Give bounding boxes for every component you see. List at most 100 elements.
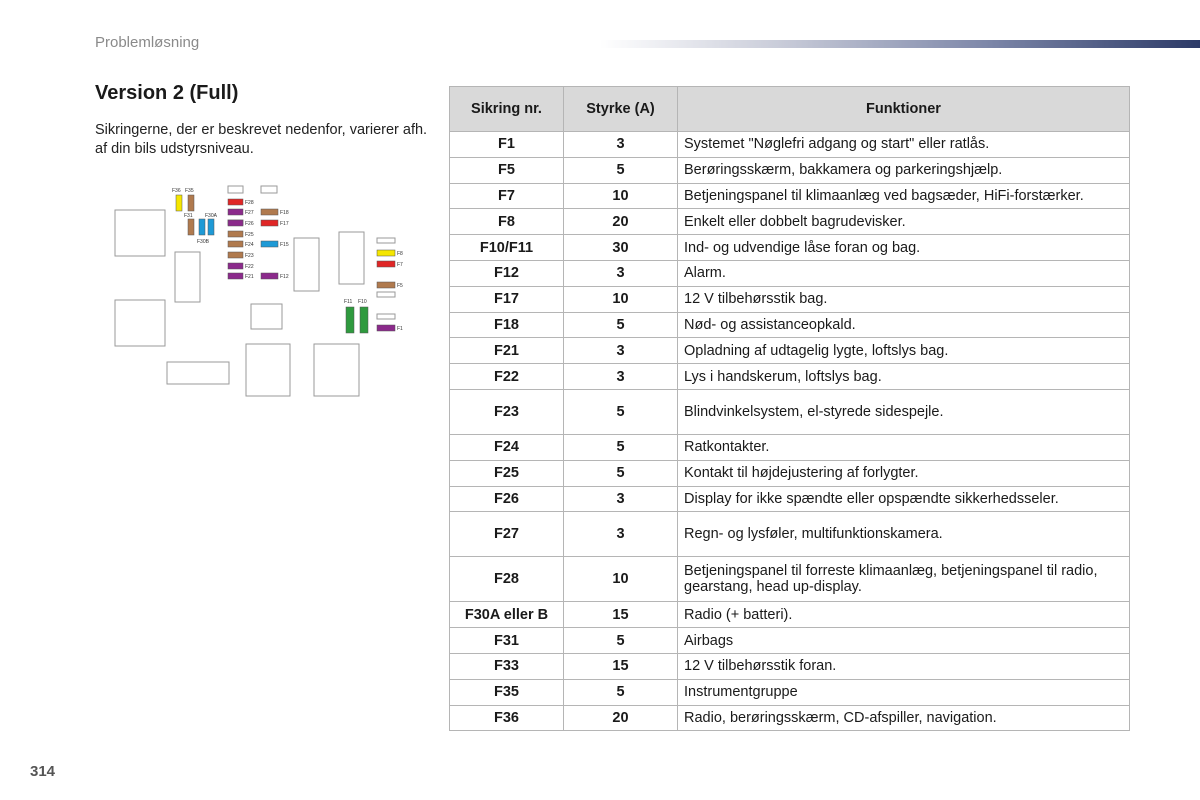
cell-function: 12 V tilbehørsstik foran.	[677, 652, 1130, 680]
cell-rating: 5	[563, 459, 678, 487]
label-f36: F36	[172, 188, 181, 194]
fuse-f17	[260, 219, 279, 227]
fuse-table: Sikring nr. Styrke (A) Funktioner F1 3 Sys…	[449, 86, 1130, 732]
table-row: F5 5 Berøringsskærm, bakkamera og parkerin…	[449, 156, 1130, 184]
header-gradient-bar	[600, 40, 1200, 48]
cell-rating: 5	[563, 627, 678, 654]
header-rating: Styrke (A)	[563, 86, 678, 132]
cell-function: Ratkontakter.	[677, 433, 1130, 461]
cell-rating: 10	[563, 556, 678, 603]
label-f28: F28	[245, 200, 254, 206]
cell-function: Radio, berøringsskærm, CD-afspiller, nav…	[677, 704, 1130, 732]
section-heading: Version 2 (Full)	[95, 82, 239, 104]
fuse-f11	[345, 306, 355, 334]
cell-rating: 3	[563, 131, 678, 158]
cell-fuse-id: F36	[449, 704, 564, 732]
cell-function: Lys i handskerum, loftslys bag.	[677, 363, 1130, 390]
cell-fuse-id: F1	[449, 131, 564, 158]
fuse-f18	[260, 208, 279, 216]
cell-function: Display for ikke spændte eller opspændte…	[677, 485, 1130, 513]
fuse-box-diagram: F36 F35 F31 F30A F30B F28 F27 F26 F25 F2…	[114, 185, 403, 397]
label-f11: F11	[344, 299, 352, 305]
label-f22: F22	[245, 264, 254, 270]
cell-rating: 5	[563, 678, 678, 706]
fuse-f35	[187, 194, 195, 212]
cell-fuse-id: F8	[449, 208, 564, 236]
cell-rating: 3	[563, 337, 678, 365]
cell-rating: 3	[563, 485, 678, 513]
table-row: F12 3 Alarm.	[449, 259, 1130, 287]
cell-fuse-id: F26	[449, 485, 564, 513]
label-f7: F7	[397, 262, 403, 268]
table-row: F26 3 Display for ikke spændte eller opspæ…	[449, 485, 1130, 513]
cell-function: Opladning af udtagelig lygte, loftslys b…	[677, 337, 1130, 365]
label-f35: F35	[185, 188, 194, 194]
cell-function: Regn- og lysføler, multifunktionskamera.	[677, 511, 1130, 558]
cell-fuse-id: F5	[449, 156, 564, 184]
cell-function: Betjeningspanel til klimaanlæg ved bagsæ…	[677, 182, 1130, 210]
label-f24: F24	[245, 242, 254, 248]
label-f1: F1	[397, 326, 403, 332]
cell-function: Airbags	[677, 627, 1130, 654]
cell-fuse-id: F12	[449, 259, 564, 287]
label-f18: F18	[280, 210, 289, 216]
fuse-f27	[227, 208, 244, 216]
cell-rating: 10	[563, 182, 678, 210]
cell-function: Nød- og assistanceopkald.	[677, 311, 1130, 339]
fuse-f31	[187, 218, 195, 236]
table-row: F36 20 Radio, berøringsskærm, CD-afspiller…	[449, 704, 1130, 732]
page-number: 314	[30, 763, 56, 780]
table-row: F10/F11 30 Ind- og udvendige låse foran og…	[449, 234, 1130, 261]
label-f26: F26	[245, 221, 254, 227]
fuse-f12	[260, 272, 279, 280]
label-f12: F12	[280, 274, 289, 280]
fuse-f28	[227, 198, 244, 206]
table-row: F18 5 Nød- og assistanceopkald.	[449, 311, 1130, 339]
cell-fuse-id: F21	[449, 337, 564, 365]
fuse-f22	[227, 262, 244, 270]
section-label: Problemløsning	[95, 34, 200, 51]
table-row: F21 3 Opladning af udtagelig lygte, loftsl…	[449, 337, 1130, 365]
label-f8: F8	[397, 251, 403, 257]
label-f30a: F30A	[205, 213, 218, 219]
cell-function: Berøringsskærm, bakkamera og parkeringsh…	[677, 156, 1130, 184]
cell-fuse-id: F31	[449, 627, 564, 654]
table-row: F27 3 Regn- og lysføler, multifunktionskam…	[449, 511, 1130, 558]
label-f27: F27	[245, 210, 254, 216]
intro-text: Sikringerne, der er beskrevet nedenfor, …	[95, 122, 428, 157]
fuse-f5	[376, 281, 396, 289]
cell-function: 12 V tilbehørsstik bag.	[677, 285, 1130, 313]
cell-rating: 10	[563, 285, 678, 313]
label-f17: F17	[280, 221, 289, 227]
cell-function: Blindvinkelsystem, el-styrede sidespejle…	[677, 388, 1130, 435]
cell-fuse-id: F30A eller B	[449, 601, 564, 629]
table-row: F1 3 Systemet "Nøglefri adgang og start" e…	[449, 131, 1130, 158]
fuse-f30b	[207, 218, 215, 236]
label-f31: F31	[184, 213, 193, 219]
cell-fuse-id: F25	[449, 459, 564, 487]
cell-function: Betjeningspanel til forreste klimaanlæg,…	[677, 556, 1130, 603]
cell-fuse-id: F28	[449, 556, 564, 603]
cell-rating: 3	[563, 511, 678, 558]
cell-fuse-id: F10/F11	[449, 234, 564, 261]
cell-function: Kontakt til højdejustering af forlygter.	[677, 459, 1130, 487]
label-f10: F10	[358, 299, 367, 305]
table-row: F33 15 12 V tilbehørsstik foran.	[449, 652, 1130, 680]
cell-rating: 5	[563, 156, 678, 184]
cell-fuse-id: F35	[449, 678, 564, 706]
cell-rating: 15	[563, 652, 678, 680]
label-f21: F21	[245, 274, 254, 280]
table-row: F7 10 Betjeningspanel til klimaanlæg ved b…	[449, 182, 1130, 210]
cell-function: Enkelt eller dobbelt bagrudevisker.	[677, 208, 1130, 236]
fuse-f15	[260, 240, 279, 248]
cell-fuse-id: F7	[449, 182, 564, 210]
fuse-f23	[227, 251, 244, 259]
cell-function: Radio (+ batteri).	[677, 601, 1130, 629]
fuse-f10	[359, 306, 369, 334]
cell-rating: 3	[563, 363, 678, 390]
fuse-f30a	[198, 218, 206, 236]
table-row: F30A eller B 15 Radio (+ batteri).	[449, 601, 1130, 629]
table-row: F31 5 Airbags	[449, 627, 1130, 654]
header-fuse-number: Sikring nr.	[449, 86, 564, 132]
label-f5: F5	[397, 283, 403, 289]
